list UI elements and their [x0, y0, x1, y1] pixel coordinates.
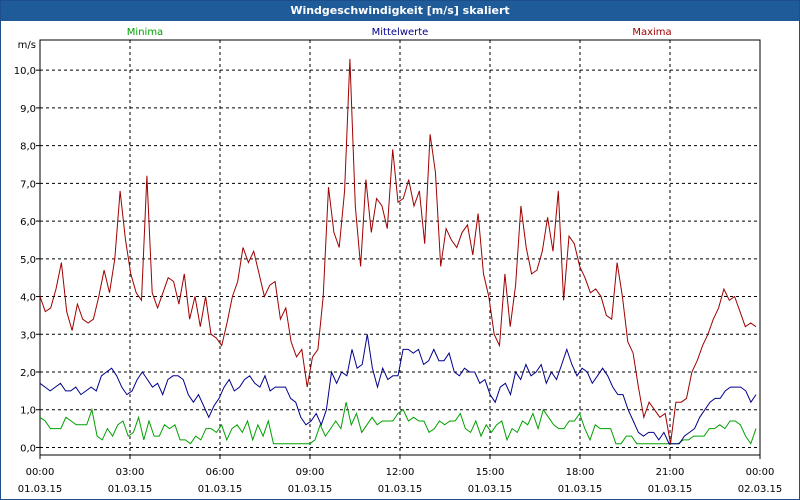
- y-tick-label: 2,0: [20, 368, 36, 379]
- y-tick-label: 9,0: [20, 104, 36, 115]
- legend-entry-maxima: Maxima: [632, 27, 671, 38]
- y-tick-label: 7,0: [20, 179, 36, 190]
- y-tick-label: 10,0: [14, 66, 36, 77]
- x-tick-date: 01.03.15: [108, 484, 153, 495]
- x-tick-date: 01.03.15: [558, 484, 603, 495]
- y-tick-label: 8,0: [20, 142, 36, 153]
- x-axis: 00:00 01.03.15 03:00 01.03.15 06:00 01.03.15 0…: [18, 455, 783, 495]
- grid-lines: [40, 40, 760, 455]
- y-axis-label: m/s: [18, 40, 36, 51]
- legend: Minima Mittelwerte Maxima: [127, 27, 672, 38]
- x-tick-time: 15:00: [476, 467, 505, 478]
- y-tick-label: 1,0: [20, 406, 36, 417]
- x-tick-date: 01.03.15: [198, 484, 243, 495]
- y-tick-label: 3,0: [20, 330, 36, 341]
- x-tick-date: 01.03.15: [648, 484, 693, 495]
- legend-entry-mittelwerte: Mittelwerte: [372, 27, 429, 38]
- x-tick-time: 00:00: [26, 467, 55, 478]
- y-tick-label: 6,0: [20, 217, 36, 228]
- x-tick-time: 12:00: [386, 467, 415, 478]
- x-tick-date: 02.03.15: [738, 484, 783, 495]
- y-tick-label: 5,0: [20, 255, 36, 266]
- series-line-mittelwerte: [39, 334, 757, 445]
- x-tick-time: 09:00: [296, 467, 325, 478]
- x-tick-time: 03:00: [116, 467, 145, 478]
- x-tick-time: 00:00: [746, 467, 775, 478]
- y-axis: m/s 0,0 1,0 2,0 3,0 4,0 5,0 6,0 7,0 8,0 9,0 10,0: [14, 40, 40, 454]
- series-line-minima: [39, 402, 757, 445]
- x-tick-date: 01.03.15: [18, 484, 63, 495]
- series-line-maxima: [39, 58, 757, 444]
- x-tick-date: 01.03.15: [468, 484, 513, 495]
- x-tick-date: 01.03.15: [288, 484, 333, 495]
- x-tick-date: 01.03.15: [378, 484, 423, 495]
- x-tick-time: 21:00: [656, 467, 685, 478]
- x-tick-time: 18:00: [566, 467, 595, 478]
- series-layer: [39, 58, 757, 445]
- y-tick-label: 0,0: [20, 443, 36, 454]
- y-tick-label: 4,0: [20, 293, 36, 304]
- legend-entry-minima: Minima: [127, 27, 163, 38]
- x-tick-time: 06:00: [206, 467, 235, 478]
- chart-title: Windgeschwindigkeit [m/s] skaliert: [1, 1, 799, 21]
